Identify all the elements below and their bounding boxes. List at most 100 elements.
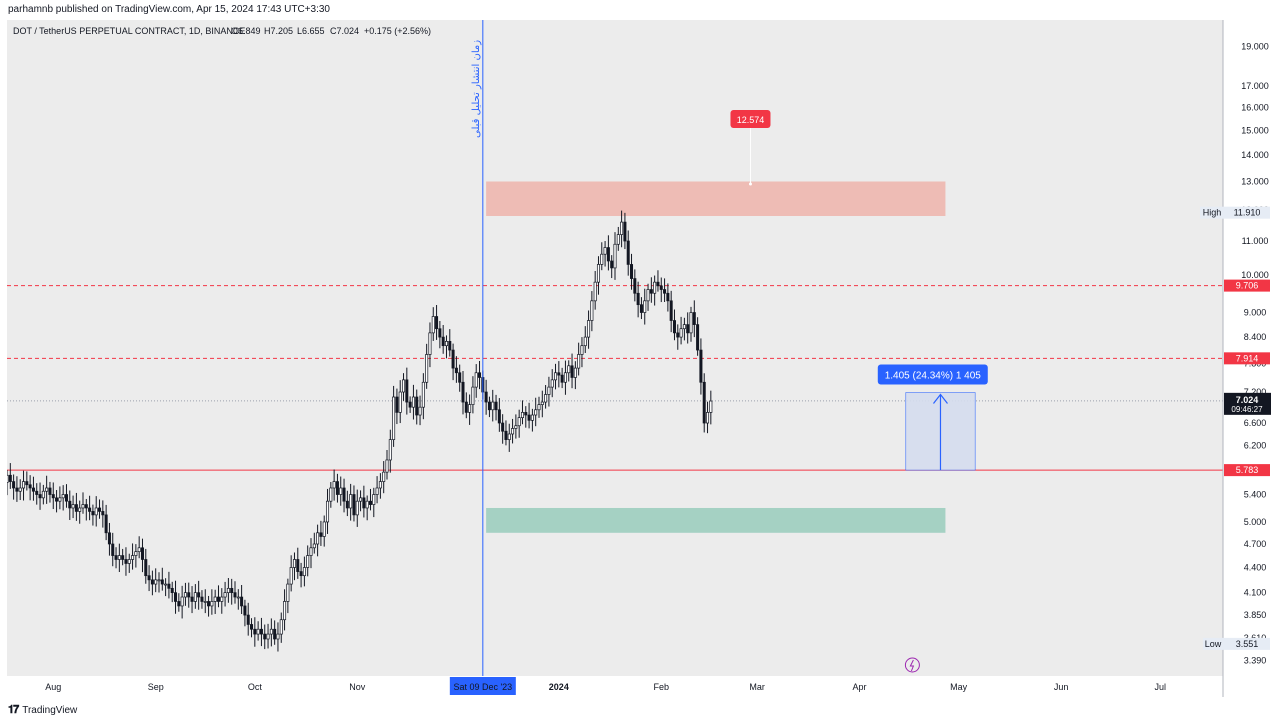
candle-body: [593, 281, 597, 302]
price-tick: 4.400: [1244, 562, 1267, 572]
candle-body: [31, 487, 35, 492]
candle-body: [666, 292, 670, 302]
price-tick: 14.000: [1241, 150, 1269, 160]
candle-body: [144, 559, 148, 577]
candle-body: [504, 430, 508, 440]
candle-body: [38, 494, 42, 499]
candle-body: [134, 551, 138, 556]
candle-body: [170, 587, 174, 594]
high-value: 11.910: [1234, 208, 1261, 218]
candle-body: [58, 497, 62, 502]
candle-body: [124, 559, 128, 564]
candle-body: [425, 354, 429, 383]
candle-body: [600, 253, 604, 265]
candle-body: [567, 365, 571, 374]
candle-body: [527, 414, 531, 421]
candle-body: [408, 401, 412, 408]
candle-body: [514, 425, 518, 429]
candle-body: [471, 386, 475, 405]
candle-body: [213, 596, 217, 602]
candle-body: [590, 300, 594, 321]
candle-body: [174, 592, 178, 602]
candle-body: [554, 372, 558, 381]
candle-body: [365, 500, 369, 509]
candle-body: [223, 592, 227, 598]
candle-body: [402, 379, 406, 393]
candle-body: [279, 619, 283, 635]
candle-body: [187, 592, 191, 598]
time-tick: Feb: [654, 682, 670, 692]
price-tick: 8.400: [1244, 332, 1267, 342]
candle-body: [491, 401, 495, 411]
candle-body: [121, 555, 125, 560]
price-tick: 4.100: [1244, 588, 1267, 598]
candle-body: [349, 494, 353, 509]
candle-body: [702, 381, 706, 424]
price-tick: 4.700: [1244, 539, 1267, 549]
price-chart[interactable]: 1.405 (24.34%) 1 405 زمان انتشار تحلیل قب…: [7, 20, 1273, 697]
price-tick: 5.400: [1244, 490, 1267, 500]
candle-body: [197, 592, 201, 598]
candle-body: [253, 628, 257, 635]
candle-body: [12, 481, 16, 489]
legend-symbol: DOT / TetherUS PERPETUAL CONTRACT, 1D, B…: [13, 26, 245, 36]
candle-body: [101, 511, 105, 516]
candle-body: [243, 605, 247, 616]
candle-body: [246, 614, 250, 625]
low-value: 3.551: [1236, 639, 1259, 649]
candle-body: [78, 507, 82, 512]
candle-body: [368, 500, 372, 505]
candle-body: [375, 487, 379, 495]
candle-body: [458, 372, 462, 383]
candle-body: [98, 507, 102, 512]
candle-body: [335, 481, 339, 495]
candle-body: [659, 285, 663, 290]
candle-body: [563, 372, 567, 383]
high-label: High: [1203, 208, 1222, 218]
candle-body: [322, 521, 326, 537]
candle-body: [534, 409, 538, 416]
candle-body: [41, 490, 45, 499]
candle-body: [319, 532, 323, 537]
candle-body: [292, 559, 296, 568]
brand-name: TradingView: [22, 705, 78, 716]
candle-body: [689, 312, 693, 334]
time-tick: Nov: [349, 682, 366, 692]
candle-body: [74, 504, 78, 512]
candle-body: [646, 289, 650, 302]
low-value-bg: [1224, 637, 1270, 650]
countdown: 09:46:27: [1231, 405, 1263, 414]
candle-body: [573, 367, 577, 378]
candle-body: [91, 511, 95, 516]
candle-body: [51, 494, 55, 499]
legend-open: O6.849: [231, 26, 261, 36]
candle-body: [438, 328, 442, 338]
candle-body: [306, 555, 310, 568]
candle-body: [587, 320, 591, 338]
candle-body: [630, 264, 634, 279]
candle-body: [524, 412, 528, 416]
candle-body: [547, 386, 551, 395]
candle-body: [431, 316, 435, 334]
candle-body: [487, 401, 491, 411]
candle-body: [560, 374, 564, 383]
chart-container[interactable]: 1.405 (24.34%) 1 405 زمان انتشار تحلیل قب…: [7, 20, 1273, 697]
legend-low: L6.655: [297, 26, 325, 36]
legend-close: C7.024: [330, 26, 359, 36]
zones-layer: [486, 181, 946, 533]
candle-body: [435, 316, 439, 330]
price-tick: 6.200: [1244, 440, 1267, 450]
candle-body: [620, 221, 624, 235]
price-tick: 6.600: [1244, 418, 1267, 428]
candle-body: [696, 324, 700, 351]
candle-body: [8, 474, 12, 482]
candle-body: [61, 494, 65, 499]
candle-body: [273, 628, 277, 640]
candles-layer: [7, 210, 713, 652]
time-tick: Apr: [853, 682, 867, 692]
candle-body: [183, 592, 187, 598]
candle-body: [511, 428, 515, 435]
time-tick: May: [950, 682, 968, 692]
candle-body: [672, 320, 676, 334]
candle-body: [382, 471, 386, 482]
